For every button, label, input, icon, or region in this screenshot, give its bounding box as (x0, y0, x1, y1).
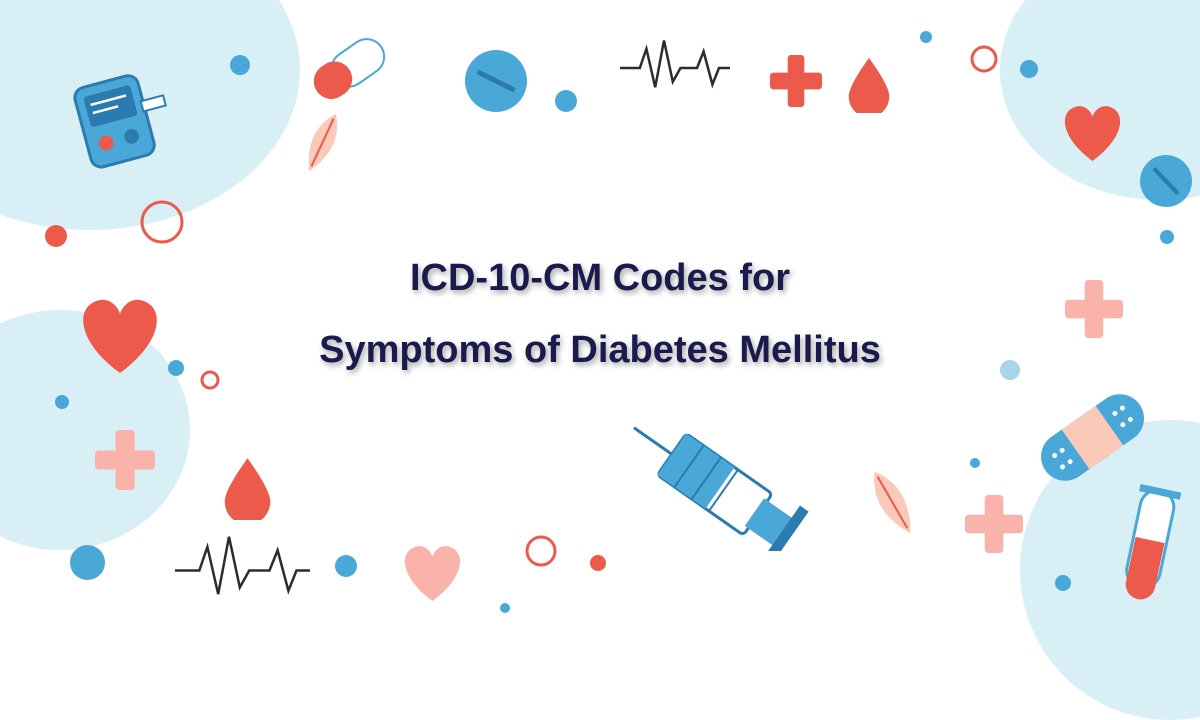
drop-icon (840, 55, 898, 113)
pill-round-icon (465, 50, 527, 112)
dot-icon (920, 30, 932, 48)
title-line-1: ICD-10-CM Codes for (150, 242, 1050, 314)
ring-icon (970, 45, 998, 73)
ekg-icon (175, 530, 310, 611)
drop-icon (215, 455, 280, 520)
ekg-icon (175, 530, 310, 616)
cross-icon (965, 495, 1023, 553)
dot-icon (1055, 575, 1071, 591)
dot-icon (55, 395, 69, 414)
dot-icon (590, 555, 606, 571)
leaf-icon (285, 105, 360, 180)
dot-icon (45, 225, 67, 252)
leaf-icon (850, 460, 935, 545)
dot-icon (335, 555, 357, 577)
dot-icon (970, 455, 980, 473)
dot-icon (335, 555, 357, 582)
glucometer-icon (70, 70, 175, 180)
pill-round-icon (1140, 155, 1192, 207)
ekg-icon (620, 35, 730, 106)
drop-icon (215, 455, 280, 525)
dot-icon (920, 31, 932, 43)
cross-icon (95, 430, 155, 495)
pill-capsule-icon (310, 30, 388, 113)
dot-icon (230, 55, 250, 80)
dot-icon (55, 395, 69, 409)
heart-icon (395, 535, 470, 610)
dot-icon (500, 600, 510, 618)
cross-icon (770, 55, 822, 107)
pill-round-icon (465, 50, 527, 117)
dot-icon (590, 555, 606, 576)
leaf-icon (285, 105, 360, 185)
leaf-icon (850, 460, 935, 550)
dot-icon (970, 458, 980, 468)
dot-icon (1055, 575, 1071, 596)
pill-capsule-icon (310, 30, 388, 108)
ring-icon (970, 45, 998, 78)
cross-icon (95, 430, 155, 490)
ring-icon (525, 535, 557, 572)
dot-icon (1160, 230, 1174, 249)
cross-icon (770, 55, 822, 112)
ring-icon (140, 200, 184, 244)
dot-icon (555, 90, 577, 117)
ring-icon (525, 535, 557, 567)
ekg-icon (620, 35, 730, 101)
bandaid-icon (1035, 380, 1150, 500)
cross-icon (1065, 280, 1123, 338)
pill-round-icon (1140, 155, 1192, 212)
dot-icon (500, 603, 510, 613)
heart-icon (395, 535, 470, 615)
dot-icon (1160, 230, 1174, 244)
cross-icon (965, 495, 1023, 558)
drop-icon (840, 55, 898, 118)
syringe-icon (615, 425, 825, 556)
bandaid-icon (1035, 380, 1150, 495)
syringe-icon (615, 425, 825, 551)
dot-icon (45, 225, 67, 247)
cross-icon (1065, 280, 1123, 343)
dot-icon (70, 545, 105, 585)
title-block: ICD-10-CM Codes for Symptoms of Diabetes… (150, 242, 1050, 386)
dot-icon (1020, 60, 1038, 78)
dot-icon (1020, 60, 1038, 83)
heart-icon (1055, 95, 1130, 170)
title-line-2: Symptoms of Diabetes Mellitus (150, 314, 1050, 386)
heart-icon (1055, 95, 1130, 175)
dot-icon (555, 90, 577, 112)
dot-icon (70, 545, 105, 580)
dot-icon (230, 55, 250, 75)
glucometer-icon (70, 70, 175, 175)
